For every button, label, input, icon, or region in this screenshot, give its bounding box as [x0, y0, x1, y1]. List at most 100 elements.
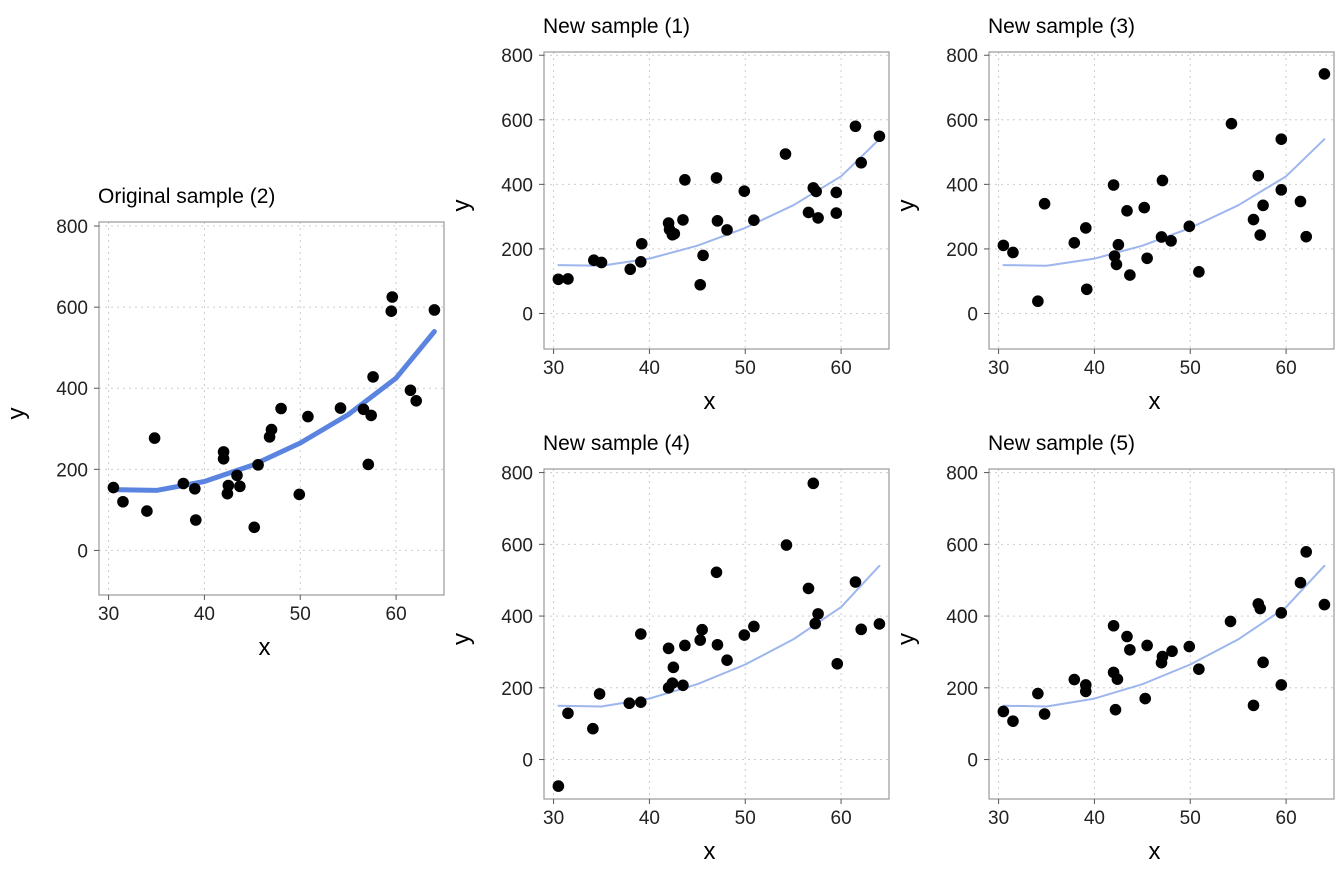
- y-tick-label: 0: [967, 751, 978, 772]
- fit-curve: [557, 564, 881, 708]
- x-tick-label: 40: [639, 808, 660, 829]
- data-point: [873, 130, 886, 143]
- data-point: [831, 657, 844, 670]
- data-point: [1156, 650, 1169, 663]
- data-point: [1038, 197, 1051, 210]
- panel-title: Original sample (2): [98, 185, 275, 208]
- x-axis-title: x: [259, 634, 271, 661]
- data-point: [812, 212, 824, 224]
- data-point: [1141, 639, 1153, 652]
- data-point: [677, 214, 689, 226]
- y-tick-label: 600: [501, 111, 533, 132]
- y-tick-label: 800: [946, 46, 978, 67]
- y-tick-label: 0: [967, 304, 978, 325]
- data-point: [748, 620, 760, 633]
- data-point: [1032, 295, 1044, 308]
- panel-title: New sample (4): [543, 432, 690, 455]
- data-point: [234, 480, 246, 493]
- data-point: [428, 304, 441, 316]
- data-point: [1247, 213, 1260, 226]
- data-point: [1111, 673, 1124, 685]
- x-tick-label: 30: [543, 808, 564, 829]
- data-point: [1275, 607, 1288, 619]
- data-point: [1300, 230, 1313, 243]
- y-tick-label: 800: [946, 464, 978, 485]
- data-point: [386, 291, 399, 303]
- x-axis-title: x: [704, 388, 716, 415]
- y-tick-label: 200: [501, 679, 533, 700]
- data-point: [367, 371, 379, 383]
- x-tick-label: 40: [1084, 358, 1105, 379]
- data-point: [1224, 615, 1237, 628]
- data-point: [1138, 201, 1151, 214]
- data-point: [634, 696, 647, 708]
- data-point: [189, 514, 202, 526]
- data-point: [711, 215, 724, 227]
- y-tick-label: 0: [522, 304, 533, 325]
- data-point: [997, 705, 1010, 718]
- y-tick-label: 800: [501, 464, 533, 485]
- data-point: [738, 629, 751, 641]
- fit-curve: [110, 329, 437, 493]
- data-point: [365, 409, 377, 422]
- data-point: [1068, 236, 1081, 249]
- data-point: [410, 394, 423, 407]
- data-point: [148, 432, 161, 444]
- panel-title: New sample (5): [988, 432, 1135, 455]
- data-point: [265, 423, 278, 436]
- x-tick-label: 40: [194, 604, 215, 625]
- fit-curve: [557, 138, 881, 267]
- x-tick-label: 50: [290, 604, 311, 625]
- data-point: [1225, 117, 1238, 130]
- data-point: [624, 263, 637, 276]
- x-tick-label: 30: [988, 808, 1009, 829]
- data-point: [667, 661, 680, 674]
- data-point: [231, 469, 243, 482]
- data-point: [780, 539, 793, 551]
- data-point: [1183, 220, 1196, 233]
- y-tick-label: 400: [56, 379, 88, 400]
- data-point: [666, 677, 679, 689]
- data-point: [721, 224, 733, 236]
- data-point: [810, 185, 822, 198]
- data-point: [873, 618, 886, 630]
- x-tick-label: 50: [1180, 808, 1201, 829]
- data-point: [1247, 699, 1260, 712]
- data-point: [635, 237, 648, 250]
- data-point: [177, 477, 190, 490]
- x-tick-label: 30: [988, 358, 1009, 379]
- data-point: [1079, 685, 1092, 698]
- data-point: [802, 206, 815, 219]
- data-point: [248, 521, 261, 534]
- data-point: [1121, 205, 1133, 217]
- data-point: [738, 185, 751, 197]
- data-point: [855, 623, 868, 636]
- data-point: [221, 487, 234, 500]
- data-point: [679, 639, 691, 652]
- y-tick-label: 800: [56, 217, 88, 238]
- x-tick-label: 50: [735, 808, 756, 829]
- data-point: [1038, 708, 1051, 720]
- panel-border: [543, 468, 890, 800]
- data-point: [1079, 222, 1092, 234]
- y-axis-title: y: [3, 408, 30, 420]
- data-point: [1254, 229, 1267, 241]
- plot-background: [544, 469, 889, 799]
- data-point: [779, 148, 792, 160]
- data-point: [697, 249, 709, 262]
- y-tick-label: 600: [946, 111, 978, 132]
- data-point: [679, 174, 691, 186]
- data-point: [1007, 715, 1019, 727]
- x-tick-label: 40: [1084, 808, 1105, 829]
- data-point: [107, 481, 120, 494]
- y-tick-label: 600: [946, 535, 978, 556]
- data-point: [710, 172, 723, 184]
- data-point: [696, 623, 708, 636]
- data-point: [1183, 640, 1196, 653]
- data-point: [1294, 576, 1307, 589]
- y-axis-title: y: [893, 200, 920, 212]
- data-point: [1318, 598, 1331, 611]
- data-point: [1007, 246, 1019, 259]
- data-point: [362, 458, 375, 471]
- y-tick-label: 200: [56, 460, 88, 481]
